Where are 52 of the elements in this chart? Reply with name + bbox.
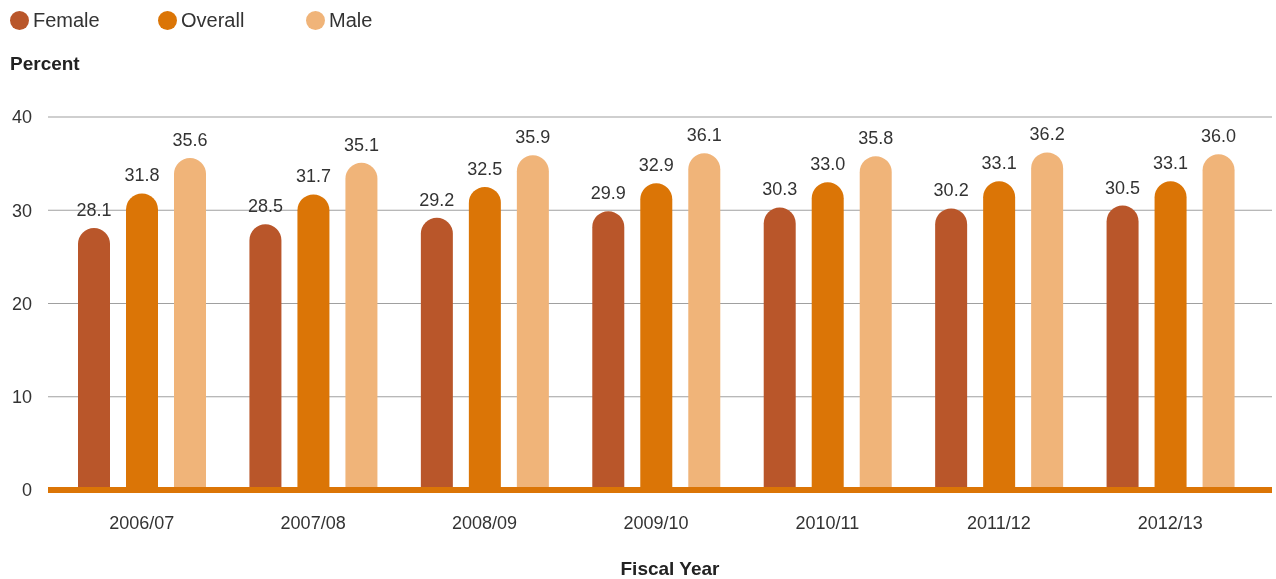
data-label: 33.0 (810, 154, 846, 175)
data-label: 35.9 (515, 127, 551, 148)
y-tick-label: 10 (11, 387, 32, 408)
y-tick-label: 20 (11, 293, 32, 314)
data-label: 29.2 (419, 189, 455, 210)
data-label: 36.2 (1029, 124, 1065, 145)
legend-label: Female (33, 8, 100, 32)
data-label: 35.8 (858, 128, 894, 149)
data-label: 35.6 (172, 130, 208, 151)
data-label: 28.5 (247, 196, 283, 217)
bar (1031, 152, 1064, 490)
data-label: 32.5 (467, 158, 503, 179)
x-tick-label: 2012/13 (1137, 512, 1203, 533)
data-label: 31.7 (295, 166, 331, 187)
data-label: 30.5 (1105, 177, 1141, 198)
x-tick-label: 2011/12 (966, 512, 1031, 533)
bar (859, 156, 892, 490)
legend-label: Overall (181, 8, 245, 32)
x-axis-title: Fiscal Year (619, 557, 721, 579)
y-tick-label: 40 (11, 107, 32, 128)
data-label: 36.0 (1201, 126, 1237, 147)
data-label: 35.1 (343, 134, 379, 155)
data-label: 33.1 (981, 153, 1017, 174)
data-label: 32.9 (638, 155, 674, 176)
x-tick-label: 2007/08 (280, 512, 346, 533)
x-tick-label: 2010/11 (795, 512, 860, 533)
data-label: 30.2 (933, 180, 969, 201)
bar (1202, 154, 1235, 490)
x-tick-label: 2008/09 (452, 512, 518, 533)
bar (516, 155, 549, 490)
bar (688, 153, 721, 490)
bar (345, 162, 378, 490)
bar (174, 158, 206, 490)
y-tick-label: 0 (21, 480, 32, 501)
data-label: 33.1 (1153, 153, 1189, 174)
x-tick-label: 2009/10 (623, 512, 689, 533)
bar (78, 227, 110, 490)
bar (763, 207, 796, 490)
bar (1106, 205, 1139, 490)
bar (249, 224, 282, 490)
bar (420, 217, 453, 490)
x-tick-label: 2006/07 (109, 512, 175, 533)
data-label: 31.8 (124, 165, 160, 186)
data-label: 30.3 (762, 179, 798, 200)
y-axis-title: Percent (10, 52, 80, 76)
legend-label: Male (329, 8, 373, 32)
data-label: 29.9 (590, 183, 626, 204)
y-tick-label: 30 (11, 200, 32, 221)
bar (592, 211, 625, 490)
data-label: 36.1 (686, 125, 722, 146)
data-label: 28.1 (76, 199, 112, 220)
bar (935, 208, 968, 490)
